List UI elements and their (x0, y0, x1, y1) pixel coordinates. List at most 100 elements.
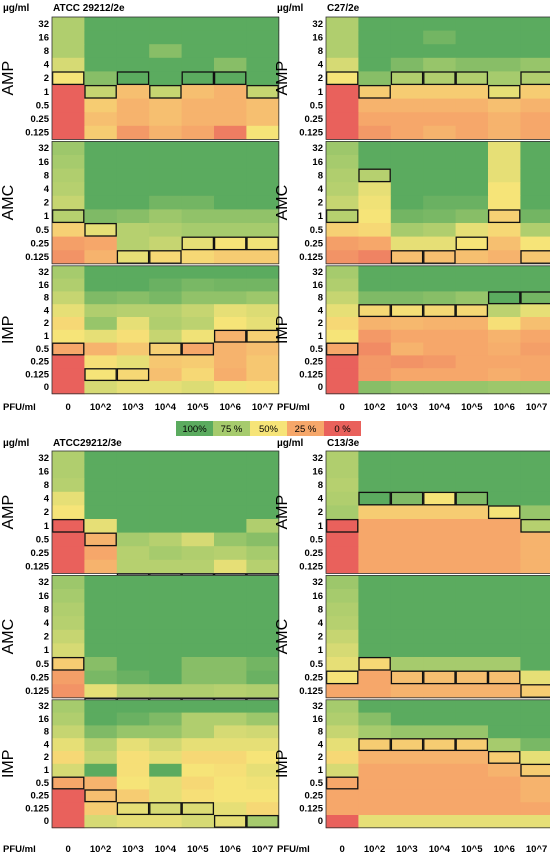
heatmap-cell (488, 451, 521, 465)
mic-outline (51, 71, 85, 86)
row-tick-label: 8 (44, 727, 49, 738)
xaxis-label: PFU/ml (3, 402, 36, 413)
mic-outline (213, 236, 247, 251)
mic-outline (487, 209, 521, 224)
row-tick-label: 2 (44, 752, 49, 763)
heatmap-cell (116, 381, 150, 395)
heatmap-cell (326, 342, 359, 356)
heatmap-cell (149, 451, 182, 465)
heatmap-cell (358, 44, 392, 59)
heatmap-cell (149, 712, 182, 726)
heatmap-cell (149, 575, 182, 590)
heatmap-cell (390, 789, 424, 803)
heatmap-cell (358, 519, 392, 533)
heatmap-cell (52, 589, 85, 603)
x-tick-label: 10^6 (219, 402, 240, 413)
heatmap-cell (52, 643, 85, 658)
heatmap-cell (149, 44, 182, 59)
heatmap-cell (214, 250, 247, 265)
heatmap-cell (149, 519, 182, 533)
heatmap-cell (116, 519, 150, 533)
heatmap-cell (423, 17, 456, 31)
heatmap-cell (84, 195, 118, 210)
heatmap-cell (116, 575, 150, 590)
heatmap-cell (423, 304, 456, 318)
heatmap-cell (149, 57, 182, 72)
heatmap-cell (84, 738, 118, 752)
heatmap-cell (52, 236, 85, 251)
heatmap-cell (181, 85, 215, 99)
heatmap-cell (423, 317, 456, 331)
heatmap-cell (246, 209, 280, 224)
heatmap-cell (520, 17, 550, 31)
heatmap-cell (52, 478, 85, 493)
heatmap-cell (326, 589, 359, 603)
mic-outline (325, 670, 359, 685)
heatmap-cell (423, 815, 456, 829)
heatmap-cell (423, 30, 456, 45)
heatmap-cell (181, 815, 215, 829)
row-tick-label: 1 (318, 765, 324, 776)
heatmap-cell (84, 57, 118, 72)
heatmap-cell (390, 278, 424, 292)
antibiotic-label: IMP (0, 316, 17, 344)
heatmap-cell (181, 657, 215, 671)
row-tick-label: 0.25 (31, 238, 50, 249)
heatmap-cell (181, 71, 215, 86)
row-tick-label: 8 (318, 170, 323, 181)
heatmap-cell (52, 559, 85, 574)
heatmap-cell (455, 195, 489, 210)
heatmap-cell (52, 182, 85, 197)
row-tick-label: 16 (312, 466, 323, 477)
mic-outline (181, 71, 215, 86)
heatmap-cell (358, 291, 392, 305)
x-tick-label: 0 (66, 402, 71, 413)
heatmap-cell (116, 546, 150, 561)
row-tick-label: 16 (38, 157, 49, 168)
heatmap-cell (488, 657, 521, 671)
antibiotic-label: AMC (0, 185, 17, 221)
heatmap-cell (149, 616, 182, 631)
heatmap-cell (488, 699, 521, 713)
row-tick-label: 4 (318, 739, 324, 750)
heatmap-cell (246, 342, 280, 356)
heatmap-cell (214, 368, 247, 382)
heatmap-cell (455, 616, 489, 631)
heatmap-cell (149, 670, 182, 685)
heatmap-cell (390, 684, 424, 699)
heatmap-cell (214, 112, 247, 127)
heatmap-cell (52, 209, 85, 224)
heatmap-cell (455, 629, 489, 644)
heatmap-cell (455, 505, 489, 520)
mic-outline (51, 776, 85, 790)
heatmap-cell (149, 125, 182, 140)
heatmap-cell (455, 85, 489, 99)
heatmap-cell (246, 802, 280, 816)
heatmap-cell (423, 141, 456, 156)
heatmap-cell (488, 342, 521, 356)
mic-outline (246, 236, 279, 251)
heatmap-cell (149, 532, 182, 547)
heatmap-cell (84, 265, 118, 279)
mic-outline (455, 236, 489, 251)
heatmap-cell (390, 699, 424, 713)
heatmap-cell (326, 209, 359, 224)
heatmap-cell (52, 699, 85, 713)
heatmap-cell (246, 629, 280, 644)
row-tick-label: 0.25 (305, 238, 324, 249)
heatmap-cell (488, 195, 521, 210)
panel-border (51, 16, 280, 140)
row-tick-label: 8 (44, 46, 49, 57)
heatmap-cell (214, 381, 247, 395)
heatmap-cell (520, 168, 550, 183)
row-tick-label: 8 (44, 293, 49, 304)
heatmap-cell (423, 505, 456, 520)
heatmap-cell (488, 85, 521, 99)
heatmap-cell (52, 44, 85, 59)
heatmap-cell (181, 209, 215, 224)
heatmap-cell (246, 278, 280, 292)
heatmap-cell (390, 195, 424, 210)
row-tick-label: 4 (318, 184, 324, 195)
heatmap-cell (358, 451, 392, 465)
heatmap-cell (326, 17, 359, 31)
